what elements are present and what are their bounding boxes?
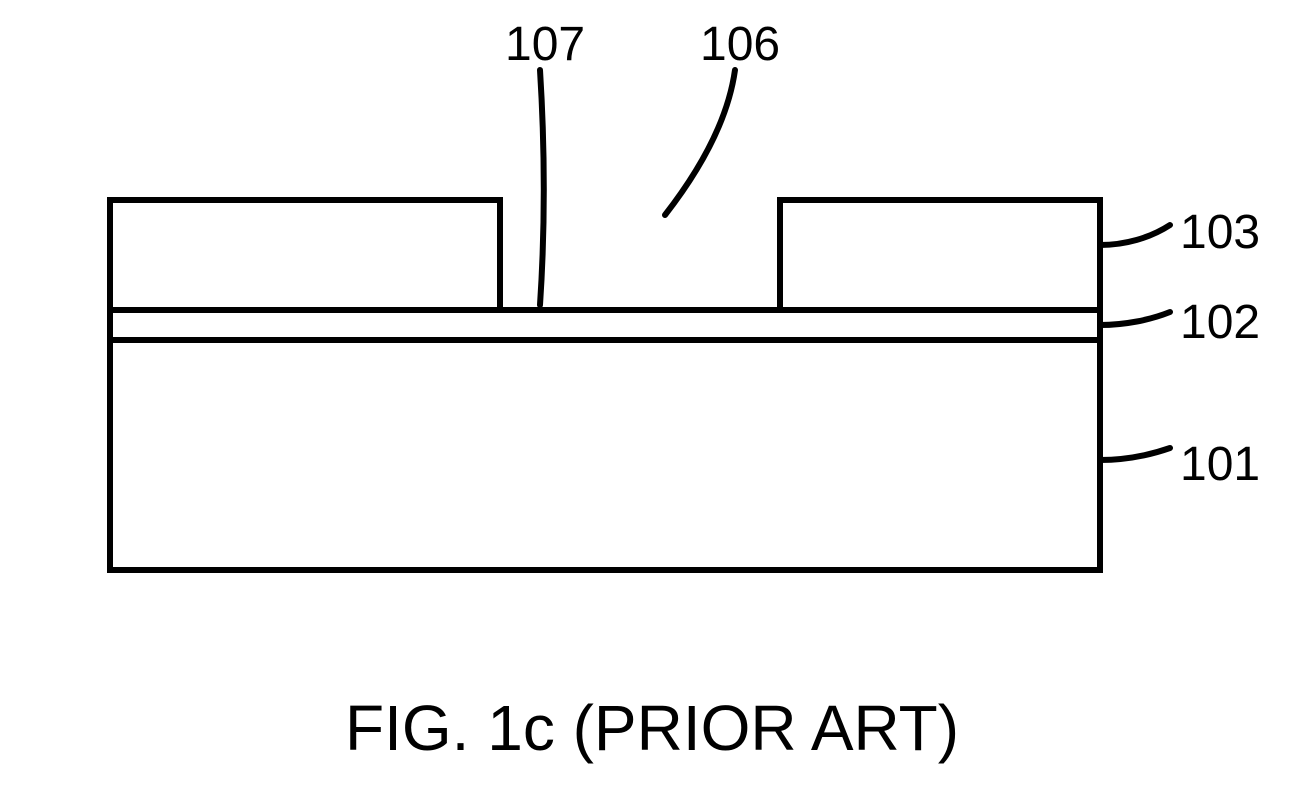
label-103: 103: [1180, 206, 1260, 259]
leader-107: [540, 70, 544, 305]
leader-106: [665, 70, 735, 215]
label-107: 107: [505, 18, 585, 71]
layer-101: [110, 340, 1100, 570]
label-101: 101: [1180, 438, 1260, 491]
layer-103-left: [110, 200, 500, 310]
leader-103: [1100, 225, 1170, 245]
leader-101: [1100, 448, 1170, 460]
layer-102: [110, 310, 1100, 340]
label-102: 102: [1180, 296, 1260, 349]
leader-102: [1100, 312, 1170, 325]
layer-103-right: [780, 200, 1100, 310]
figure-caption: FIG. 1c (PRIOR ART): [345, 692, 959, 764]
cross-section-diagram: [110, 70, 1170, 570]
label-106: 106: [700, 18, 780, 71]
